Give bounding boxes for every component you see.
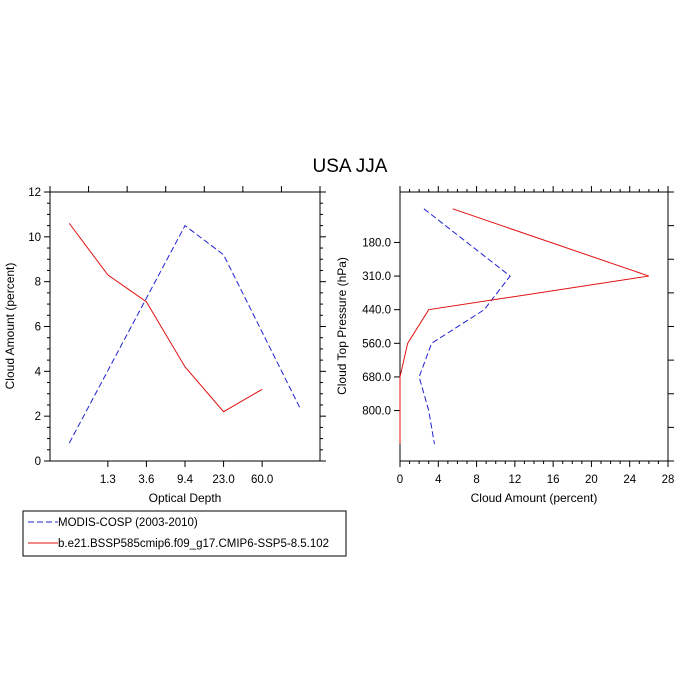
left-xtick-label: 3.6: [138, 474, 154, 486]
left-ytick-label: 0: [35, 456, 41, 468]
left-ytick-label: 10: [28, 232, 41, 244]
right-xtick-label: 28: [662, 474, 675, 486]
right-panel: 0 4 8 12 16 20 24 28 180.0 310.0 440.0 560.0 680.0 80…: [335, 186, 674, 505]
left-xtick-label: 1.3: [100, 474, 116, 486]
right-ytick-label: 680.0: [362, 372, 391, 384]
right-ytick-label: 180.0: [362, 237, 391, 249]
left-ylabel: Cloud Amount (percent): [3, 263, 17, 390]
right-ylabel: Cloud Top Pressure (hPa): [335, 257, 349, 395]
right-ytick-label: 560.0: [362, 338, 391, 350]
left-ytick-label: 6: [35, 322, 41, 334]
left-ytick-label: 4: [35, 366, 42, 378]
legend-box: [22, 510, 347, 557]
right-ticks: 0 4 8 12 16 20 24 28 180.0 310.0 440.0 560.0 680.0 80…: [362, 186, 674, 486]
right-xtick-label: 16: [547, 474, 560, 486]
left-xtick-label: 9.4: [177, 474, 194, 486]
left-plot-frame: [49, 191, 321, 462]
right-xtick-label: 8: [473, 474, 479, 486]
left-ticks: 0 2 4 6 8 10 12 1.3 3.6 9.4 23.0 60.0: [28, 186, 326, 486]
right-xtick-label: 12: [508, 474, 521, 486]
right-xtick-label: 24: [623, 474, 636, 486]
left-xlabel: Optical Depth: [149, 491, 222, 505]
figure-title: USA JJA: [313, 156, 388, 177]
left-ytick-label: 8: [35, 277, 41, 289]
legend: MODIS-COSP (2003-2010) b.e21.BSSP585cmip…: [22, 510, 347, 557]
left-ytick-label: 12: [28, 187, 41, 199]
left-series-model: [68, 223, 263, 413]
right-ytick-label: 800.0: [362, 406, 391, 418]
left-panel: 0 2 4 6 8 10 12 1.3 3.6 9.4 23.0 60.0 Optical Depth…: [3, 186, 326, 505]
right-plot-frame: [399, 191, 669, 462]
right-xtick-label: 4: [435, 474, 442, 486]
left-ytick-label: 2: [35, 411, 41, 423]
right-series-model: [399, 208, 650, 445]
legend-label-modis: MODIS-COSP (2003-2010): [58, 517, 198, 529]
right-xlabel: Cloud Amount (percent): [471, 491, 598, 505]
right-xtick-label: 20: [585, 474, 598, 486]
right-xtick-label: 0: [397, 474, 403, 486]
left-series-modis: [68, 224, 302, 444]
right-series-modis: [418, 208, 511, 445]
left-xtick-label: 60.0: [251, 474, 273, 486]
right-ytick-label: 310.0: [362, 271, 391, 283]
left-xtick-label: 23.0: [212, 474, 234, 486]
right-ytick-label: 440.0: [362, 305, 391, 317]
right-series: [399, 208, 650, 445]
legend-label-model: b.e21.BSSP585cmip6.f09_g17.CMIP6-SSP5-8.…: [58, 538, 329, 550]
left-series: [68, 223, 302, 444]
